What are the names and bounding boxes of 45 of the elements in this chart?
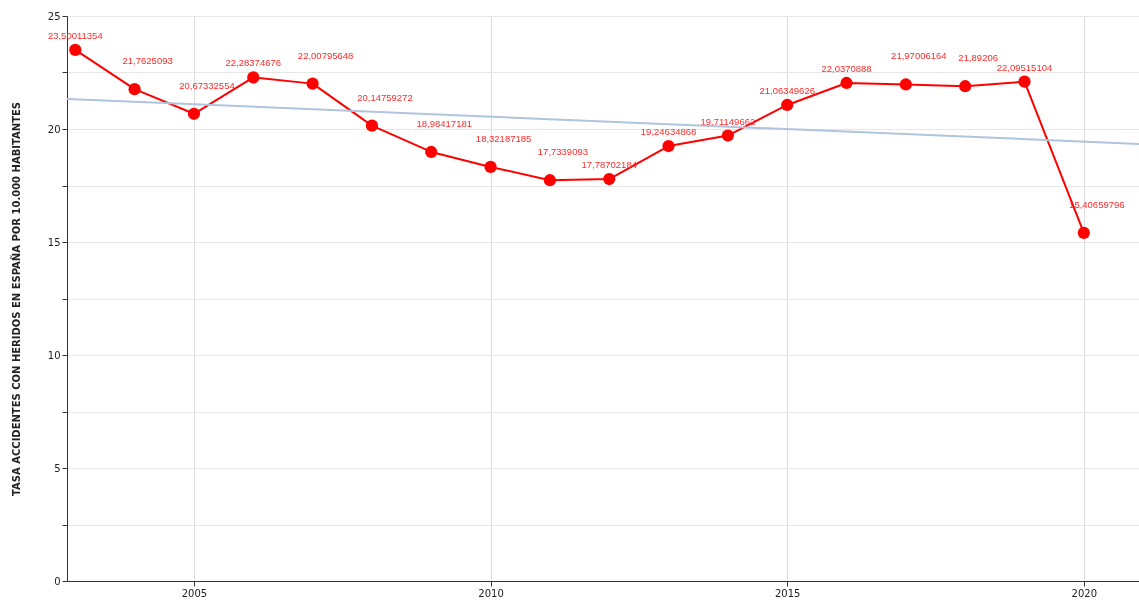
point: [425, 145, 438, 159]
point: [840, 76, 853, 90]
y-tick-label: 0: [54, 575, 61, 587]
data-label: 20,67332554: [179, 79, 235, 91]
data-label: 22,28374676: [225, 57, 282, 69]
y-tick-label: 15: [47, 236, 61, 248]
point: [128, 83, 141, 96]
data-label: 17,78702184: [581, 159, 637, 171]
point: [1077, 226, 1090, 239]
data-label: 19,71149662: [700, 115, 756, 127]
point: [721, 129, 734, 142]
point: [306, 77, 319, 90]
y-tick-label: 5: [54, 462, 61, 474]
point: [781, 98, 794, 112]
y-axis-title: TASA ACCIDENTES CON HERIDOS EN ESPAÑA POR 10.000 HABITANTES: [9, 102, 22, 496]
data-label: 21,97006164: [891, 50, 947, 62]
point: [484, 160, 497, 174]
point: [69, 43, 82, 57]
data-label: 21,7625093: [122, 55, 173, 67]
point: [959, 80, 972, 93]
data-label: 21,89206: [958, 52, 998, 64]
x-tick-label: 2015: [774, 587, 801, 599]
y-tick-label: 10: [47, 349, 61, 361]
point: [247, 71, 260, 84]
x-tick-label: 2005: [181, 587, 208, 599]
point: [899, 78, 912, 91]
y-tick-label: 25: [47, 10, 61, 22]
data-label: 18,98417181: [416, 117, 472, 129]
point: [365, 119, 379, 132]
point: [662, 139, 675, 153]
point: [187, 107, 201, 120]
data-label: 22,0370888: [821, 62, 872, 74]
data-label: 18,32187185: [475, 132, 532, 144]
data-label: 19,24634868: [640, 126, 697, 138]
x-tick-label: 2020: [1071, 587, 1098, 599]
x-tick-label: 2010: [478, 587, 504, 599]
data-label: 22,09515104: [996, 61, 1053, 73]
data-label: 21,06349626: [759, 84, 815, 96]
y-tick-label: 20: [47, 123, 61, 135]
point: [543, 174, 557, 187]
data-label: 17,7339093: [537, 146, 589, 158]
point: [1018, 75, 1031, 88]
data-label: 22,00795648: [297, 49, 354, 61]
point: [603, 172, 616, 186]
data-label: 20,14759272: [357, 91, 413, 103]
